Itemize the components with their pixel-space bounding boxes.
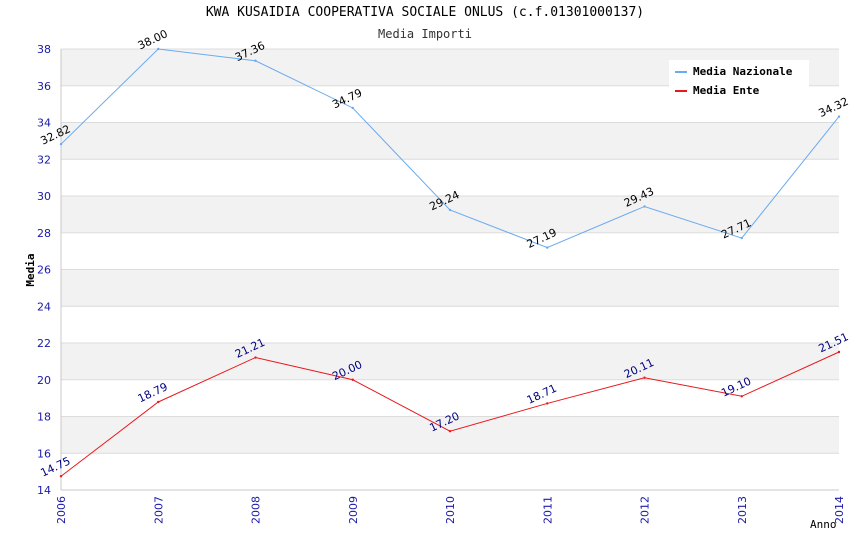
- data-point: [448, 430, 452, 433]
- y-tick-label: 36: [37, 80, 51, 93]
- y-tick-label: 34: [37, 117, 51, 130]
- grid-band: [61, 159, 839, 196]
- legend-label-ente: Media Ente: [693, 84, 760, 97]
- grid-band: [61, 122, 839, 160]
- chart-title: KWA KUSAIDIA COOPERATIVA SOCIALE ONLUS (…: [205, 5, 645, 20]
- legend-item-ente: Media Ente: [675, 84, 759, 100]
- data-point: [157, 47, 160, 51]
- y-axis-label: Media: [24, 253, 37, 286]
- data-point: [643, 205, 646, 208]
- y-tick-label: 20: [37, 374, 51, 387]
- grid-band: [61, 343, 839, 380]
- data-point: [643, 376, 646, 379]
- y-tick-label: 26: [37, 264, 51, 277]
- data-point: [448, 208, 452, 212]
- data-point: [837, 350, 841, 354]
- data-point: [157, 400, 160, 404]
- y-tick-label: 14: [37, 484, 51, 497]
- grid-band: [61, 453, 839, 490]
- data-point: [254, 356, 257, 359]
- data-point: [740, 395, 743, 398]
- x-tick-label: 2013: [736, 496, 749, 524]
- x-tick-label: 2012: [639, 496, 652, 524]
- data-point: [254, 59, 257, 62]
- chart-subtitle: Media Importi: [378, 27, 472, 41]
- y-tick-label: 24: [37, 300, 51, 313]
- data-point: [740, 236, 743, 240]
- chart-legend: Media Nazionale Media Ente: [669, 60, 809, 102]
- y-tick-label: 28: [37, 227, 51, 240]
- grid-band: [61, 196, 839, 233]
- x-tick-label: 2010: [444, 496, 457, 524]
- x-axis-label: Anno: [810, 518, 837, 531]
- grid-band: [61, 379, 839, 417]
- y-tick-label: 30: [37, 190, 51, 203]
- y-tick-label: 22: [37, 337, 51, 350]
- x-tick-label: 2014: [833, 496, 846, 524]
- legend-item-nazionale: Media Nazionale: [675, 65, 792, 81]
- data-point: [59, 475, 63, 478]
- x-tick-label: 2007: [152, 496, 165, 524]
- data-point: [546, 402, 549, 405]
- data-point: [351, 378, 354, 381]
- data-point: [59, 142, 63, 146]
- x-tick-label: 2009: [347, 496, 360, 524]
- x-tick-label: 2008: [250, 496, 263, 524]
- data-point: [837, 115, 841, 118]
- y-tick-label: 38: [37, 43, 51, 56]
- grid-band: [61, 269, 839, 307]
- grid-band: [61, 416, 839, 454]
- grid-band: [61, 306, 839, 343]
- y-tick-label: 16: [37, 447, 51, 460]
- y-tick-label: 32: [37, 153, 51, 166]
- x-tick-label: 2011: [541, 496, 554, 524]
- legend-swatch-ente: [675, 90, 687, 92]
- y-tick-label: 18: [37, 411, 51, 424]
- x-tick-label: 2006: [55, 496, 68, 524]
- data-point: [546, 246, 549, 249]
- legend-label-nazionale: Media Nazionale: [693, 65, 793, 78]
- data-point: [351, 106, 354, 110]
- legend-swatch-nazionale: [675, 71, 687, 73]
- grid-band: [61, 232, 839, 270]
